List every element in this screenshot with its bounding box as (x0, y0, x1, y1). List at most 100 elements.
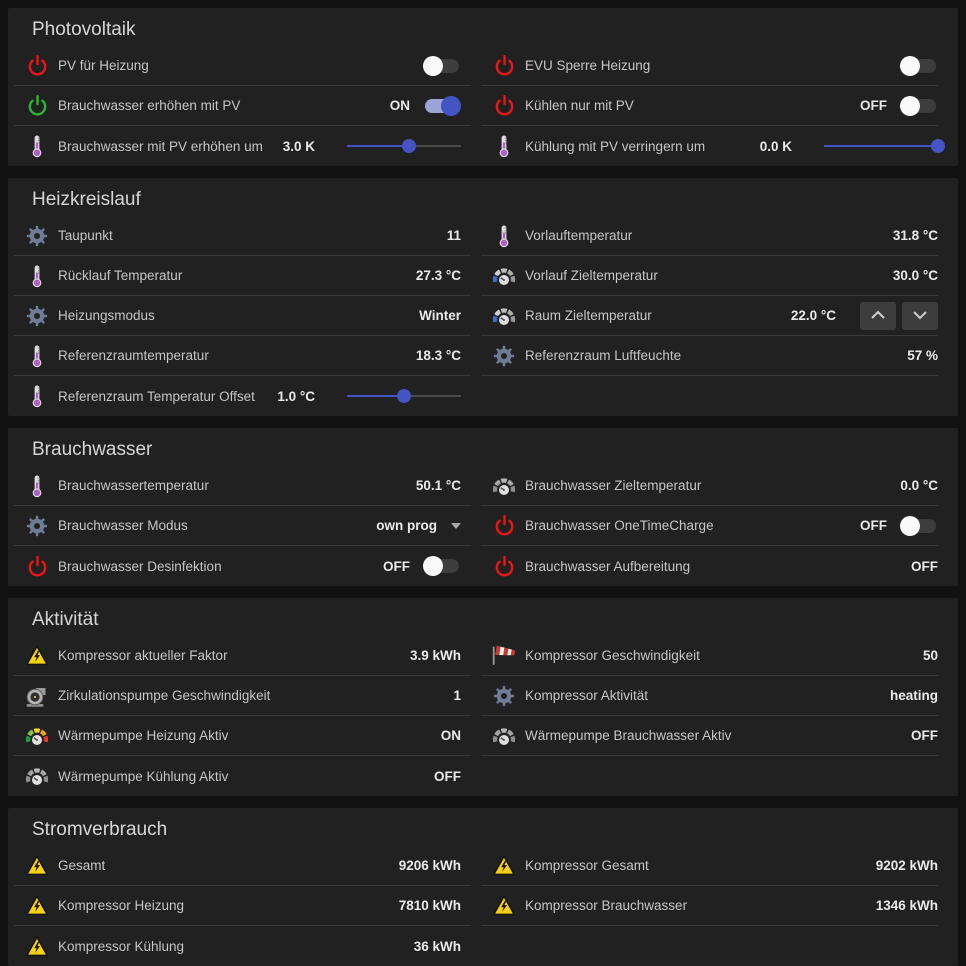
column: EVU Sperre Heizung Kühlen nur mit PV OFF … (481, 46, 945, 166)
row-label: Referenzraumtemperatur (58, 348, 209, 363)
row: Gesamt 9206 kWh (14, 846, 471, 886)
row-value: OFF (911, 728, 938, 743)
power-red-icon (491, 513, 517, 539)
row: Kompressor Aktivität heating (481, 676, 938, 716)
stepper-value: 22.0 °C (790, 308, 836, 323)
toggle[interactable] (425, 95, 461, 116)
section-card: Heizkreislauf Taupunkt 11 Rücklauf Temper… (8, 178, 958, 416)
section-title: Brauchwasser (32, 439, 153, 460)
row-value: ON (440, 728, 461, 743)
toggle-state-label: ON (389, 98, 410, 113)
slider-track-fill (347, 395, 404, 397)
row-label: Zirkulationspumpe Geschwindigkeit (58, 688, 271, 703)
row: Raum Zieltemperatur 22.0 °C (481, 296, 938, 336)
toggle-knob[interactable] (423, 55, 443, 76)
toggle[interactable] (423, 55, 459, 76)
row: PV für Heizung (14, 46, 471, 86)
row: Vorlauf Zieltemperatur 30.0 °C (481, 256, 938, 296)
caret-down-icon (451, 522, 461, 529)
row-value: 27.3 °C (415, 268, 461, 283)
section-title: Heizkreislauf (32, 189, 141, 210)
row: Brauchwasser Aufbereitung OFF (481, 546, 938, 586)
toggle[interactable] (423, 556, 459, 576)
section-card: Aktivität Kompressor aktueller Faktor 3.9… (8, 598, 958, 796)
power-red-icon (24, 553, 50, 579)
section-columns: Kompressor aktueller Faktor 3.9 kWh Zirku… (14, 636, 938, 796)
row-label: Gesamt (58, 858, 106, 873)
toggle-knob[interactable] (900, 95, 920, 116)
section-card: Stromverbrauch Gesamt 9206 kWh Kompressor… (8, 808, 958, 966)
column: Kompressor Gesamt 9202 kWh Kompressor Bra… (481, 846, 938, 926)
row-label: Vorlauftemperatur (525, 228, 633, 243)
pump-icon (24, 683, 50, 709)
row: Zirkulationspumpe Geschwindigkeit 1 (14, 676, 471, 716)
row: Brauchwasser OneTimeCharge OFF (481, 506, 938, 546)
column: Vorlauftemperatur 31.8 °C Vorlauf Zieltem… (481, 216, 938, 376)
increase-button[interactable] (860, 301, 896, 330)
power-red-icon (491, 53, 517, 79)
row: Heizungsmodus Winter (14, 296, 471, 336)
row: Kompressor Heizung 7810 kWh (14, 886, 471, 926)
row-value: heating (889, 688, 938, 703)
row-value: 18.3 °C (415, 348, 461, 363)
row: Vorlauftemperatur 31.8 °C (481, 216, 938, 256)
slider-knob[interactable] (397, 389, 411, 403)
slider-track-fill (347, 145, 409, 147)
gear-icon (24, 303, 50, 329)
section-card: Photovoltaik PV für Heizung Brauchwasser… (8, 8, 958, 166)
decrease-button[interactable] (902, 301, 938, 330)
slider[interactable] (347, 389, 461, 403)
toggle-knob[interactable] (441, 95, 461, 116)
toggle-knob[interactable] (423, 556, 443, 576)
slider[interactable] (824, 139, 945, 153)
thermometer-icon (24, 263, 50, 289)
toggle-state-label: OFF (383, 558, 410, 574)
row-label: Kompressor aktueller Faktor (58, 648, 228, 663)
slider[interactable] (347, 139, 461, 153)
toggle[interactable] (900, 515, 936, 536)
section-card: Brauchwasser Brauchwassertemperatur 50.1 … (8, 428, 958, 586)
toggle-state-label: OFF (860, 518, 887, 533)
row-label: Raum Zieltemperatur (525, 308, 652, 323)
row-label: Heizungsmodus (58, 308, 155, 323)
row-label: Rücklauf Temperatur (58, 268, 183, 283)
row-label: Kompressor Aktivität (525, 688, 649, 703)
toggle[interactable] (900, 55, 936, 76)
chevron-up-icon (870, 307, 886, 325)
slider-track-rest (408, 145, 461, 147)
row-label: Brauchwasser OneTimeCharge (525, 518, 714, 533)
row-value: OFF (434, 768, 461, 784)
power-red-icon (491, 93, 517, 119)
row-label: Brauchwasser mit PV erhöhen um (58, 138, 263, 154)
gauge-gray-icon (491, 723, 517, 749)
slider-knob[interactable] (931, 139, 945, 153)
row: Kompressor Kühlung 36 kWh (14, 926, 471, 966)
row: Brauchwassertemperatur 50.1 °C (14, 466, 471, 506)
row-value: 9202 kWh (875, 858, 938, 873)
slider-knob[interactable] (401, 139, 416, 153)
column: PV für Heizung Brauchwasser erhöhen mit … (14, 46, 471, 166)
column: Kompressor Geschwindigkeit 50 Kompressor … (481, 636, 938, 756)
row: Kompressor aktueller Faktor 3.9 kWh (14, 636, 471, 676)
row-label: Brauchwasser erhöhen mit PV (58, 98, 241, 113)
row: Brauchwasser Desinfektion OFF (14, 546, 471, 586)
section-title: Stromverbrauch (32, 819, 168, 840)
toggle[interactable] (900, 95, 936, 116)
row-label: Kompressor Heizung (58, 898, 185, 913)
toggle-knob[interactable] (900, 515, 920, 536)
toggle-knob[interactable] (900, 55, 920, 76)
section-columns: PV für Heizung Brauchwasser erhöhen mit … (14, 46, 945, 166)
select-value: own prog (376, 518, 437, 533)
row-value: 9206 kWh (398, 858, 461, 873)
mode-select[interactable]: own prog (376, 518, 461, 533)
thermometer-icon (491, 133, 517, 159)
row-value: 31.8 °C (892, 228, 938, 243)
thermometer-icon (24, 473, 50, 499)
row-label: Brauchwasser Desinfektion (58, 558, 222, 574)
row-value: 1346 kWh (875, 898, 938, 913)
gauge-blue-icon (491, 263, 517, 289)
row: EVU Sperre Heizung (481, 46, 938, 86)
row-value: 11 (446, 228, 461, 243)
column: Taupunkt 11 Rücklauf Temperatur 27.3 °C He… (14, 216, 471, 416)
row: Referenzraum Temperatur Offset 1.0 °C (14, 376, 471, 416)
